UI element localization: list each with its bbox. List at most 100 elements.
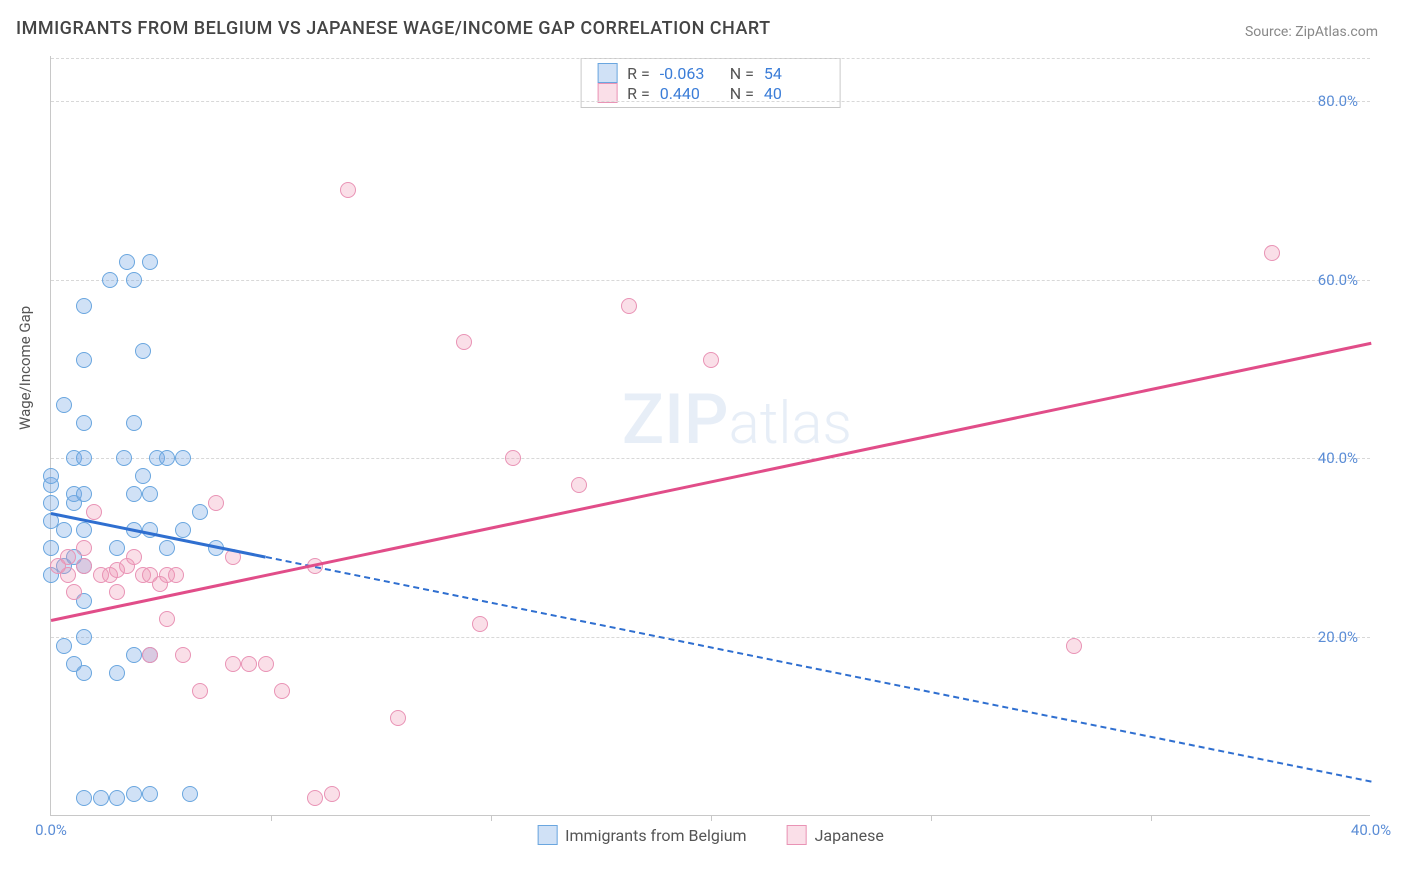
chart-title: IMMIGRANTS FROM BELGIUM VS JAPANESE WAGE… xyxy=(16,18,771,39)
japanese-marker xyxy=(225,656,241,672)
belgium-marker xyxy=(76,629,92,645)
belgium-marker xyxy=(126,272,142,288)
japanese-marker xyxy=(76,540,92,556)
japanese-marker xyxy=(60,567,76,583)
x-tick-label: 0.0% xyxy=(35,821,67,839)
belgium-marker xyxy=(109,790,125,806)
legend-label: Japanese xyxy=(815,826,884,845)
japanese-marker xyxy=(1066,638,1082,654)
japanese-marker xyxy=(168,567,184,583)
legend-label: Immigrants from Belgium xyxy=(565,826,746,845)
belgium-marker xyxy=(126,415,142,431)
n-value: 54 xyxy=(764,64,824,83)
r-value: -0.063 xyxy=(660,64,720,83)
belgium-marker xyxy=(76,352,92,368)
x-minor-tick xyxy=(711,815,712,821)
plot-area: ZIPatlas R =-0.063N =54R =0.440N =40 Imm… xyxy=(50,56,1370,816)
r-value: 0.440 xyxy=(660,84,720,103)
x-minor-tick xyxy=(271,815,272,821)
r-label: R = xyxy=(627,64,650,83)
belgium-marker xyxy=(76,298,92,314)
japanese-marker xyxy=(66,584,82,600)
japanese-marker xyxy=(505,450,521,466)
y-tick-label: 20.0% xyxy=(1318,628,1358,646)
belgium-marker xyxy=(126,486,142,502)
japanese-marker xyxy=(192,683,208,699)
belgium-marker xyxy=(93,790,109,806)
japanese-marker xyxy=(1264,245,1280,261)
y-axis-label: Wage/Income Gap xyxy=(16,306,34,430)
belgium-marker xyxy=(43,468,59,484)
japanese-swatch xyxy=(787,825,807,845)
belgium-marker xyxy=(135,343,151,359)
belgium-marker xyxy=(76,665,92,681)
japanese-marker xyxy=(340,182,356,198)
japanese-marker xyxy=(86,504,102,520)
y-tick-label: 60.0% xyxy=(1318,271,1358,289)
y-tick-label: 80.0% xyxy=(1318,92,1358,110)
japanese-marker xyxy=(571,477,587,493)
watermark-logo: ZIPatlas xyxy=(622,379,852,461)
belgium-marker xyxy=(76,415,92,431)
japanese-marker xyxy=(258,656,274,672)
japanese-marker xyxy=(274,683,290,699)
belgium-marker xyxy=(175,450,191,466)
belgium-marker xyxy=(56,522,72,538)
legend-item-belgium: Immigrants from Belgium xyxy=(537,825,746,845)
gridline xyxy=(51,637,1370,638)
x-minor-tick xyxy=(931,815,932,821)
x-tick-label: 40.0% xyxy=(1351,821,1391,839)
belgium-marker xyxy=(142,786,158,802)
japanese-marker xyxy=(621,298,637,314)
belgium-marker xyxy=(56,638,72,654)
legend-row-belgium: R = -0.063 N = 54 xyxy=(597,63,824,83)
japanese-marker xyxy=(208,495,224,511)
source-attribution: Source: ZipAtlas.com xyxy=(1245,24,1378,40)
belgium-marker xyxy=(192,504,208,520)
belgium-marker xyxy=(76,790,92,806)
n-label: N = xyxy=(730,84,754,103)
gridline xyxy=(51,458,1370,459)
gridline xyxy=(51,58,1370,59)
belgium-marker xyxy=(126,647,142,663)
japanese-marker xyxy=(159,611,175,627)
belgium-marker xyxy=(119,254,135,270)
series-legend: Immigrants from Belgium Japanese xyxy=(537,825,884,845)
belgium-marker xyxy=(135,468,151,484)
belgium-marker xyxy=(102,272,118,288)
belgium-swatch xyxy=(537,825,557,845)
japanese-marker xyxy=(241,656,257,672)
japanese-marker xyxy=(126,549,142,565)
japanese-marker xyxy=(390,710,406,726)
belgium-marker xyxy=(76,522,92,538)
gridline xyxy=(51,101,1370,102)
japanese-marker xyxy=(703,352,719,368)
japanese-marker xyxy=(472,616,488,632)
japanese-marker xyxy=(175,647,191,663)
n-label: N = xyxy=(730,64,754,83)
x-minor-tick xyxy=(1151,815,1152,821)
belgium-marker xyxy=(43,540,59,556)
belgium-marker xyxy=(142,254,158,270)
japanese-marker xyxy=(60,549,76,565)
belgium-marker xyxy=(109,540,125,556)
belgium-marker xyxy=(182,786,198,802)
legend-item-japanese: Japanese xyxy=(787,825,884,845)
belgium-swatch xyxy=(597,63,617,83)
japanese-marker xyxy=(109,584,125,600)
gridline xyxy=(51,280,1370,281)
belgium-marker xyxy=(76,486,92,502)
japanese-marker xyxy=(456,334,472,350)
r-label: R = xyxy=(627,84,650,103)
n-value: 40 xyxy=(764,84,824,103)
belgium-trendline-dashed xyxy=(265,556,1371,783)
japanese-trendline xyxy=(51,342,1372,622)
japanese-marker xyxy=(142,647,158,663)
belgium-marker xyxy=(126,786,142,802)
belgium-marker xyxy=(159,450,175,466)
japanese-marker xyxy=(307,790,323,806)
belgium-marker xyxy=(175,522,191,538)
belgium-marker xyxy=(142,486,158,502)
belgium-marker xyxy=(43,495,59,511)
japanese-marker xyxy=(76,558,92,574)
